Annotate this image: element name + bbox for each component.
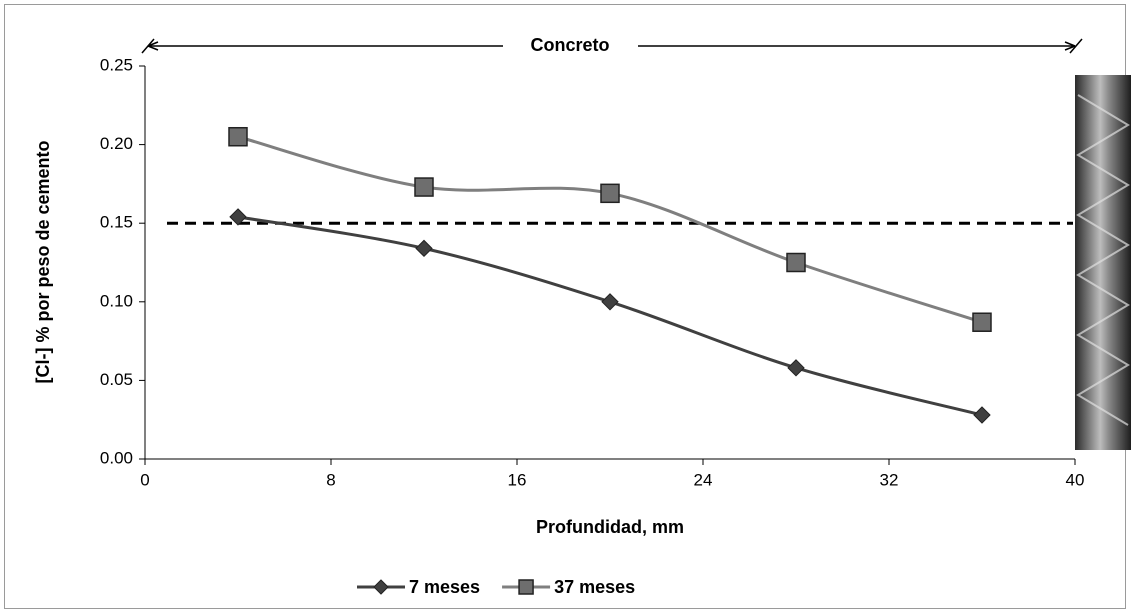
y-tick-label: 0.15 [100, 213, 133, 232]
legend-label: 7 meses [409, 577, 480, 597]
rebar [1075, 75, 1131, 450]
x-tick-label: 0 [140, 470, 149, 489]
x-tick-label: 8 [326, 470, 335, 489]
x-tick-label: 16 [508, 470, 527, 489]
marker [373, 579, 389, 595]
marker [518, 579, 534, 595]
x-tick-label: 40 [1066, 470, 1085, 489]
y-tick-label: 0.25 [100, 55, 133, 74]
x-axis-title: Profundidad, mm [536, 517, 684, 537]
y-tick-label: 0.10 [100, 291, 133, 310]
marker [972, 312, 992, 332]
y-tick-label: 0.00 [100, 448, 133, 467]
y-axis-title: [Cl-] % por peso de cemento [33, 140, 53, 383]
marker [228, 126, 248, 147]
marker [414, 177, 434, 197]
legend-label: 37 meses [554, 577, 635, 597]
concreto-bracket [141, 38, 1083, 54]
marker [601, 293, 619, 311]
marker [600, 183, 620, 204]
frame [4, 4, 1126, 609]
marker [229, 208, 247, 226]
marker [786, 252, 806, 273]
y-tick-label: 0.20 [100, 134, 133, 153]
x-tick-label: 24 [694, 470, 713, 489]
marker [973, 406, 991, 424]
marker [787, 359, 805, 377]
annotation: Concreto [530, 35, 609, 55]
marker [415, 239, 433, 258]
x-tick-label: 32 [880, 470, 899, 489]
y-tick-label: 0.05 [100, 370, 133, 389]
